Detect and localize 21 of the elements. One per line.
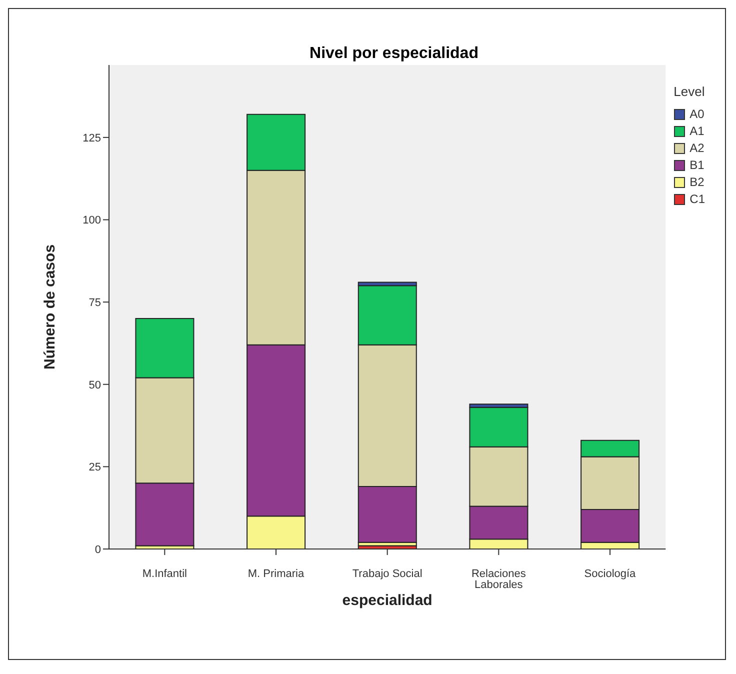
legend-label: A1 [690, 124, 704, 138]
y-axis-title: Número de casos [41, 244, 58, 370]
legend-label: C1 [690, 192, 705, 206]
x-tick-label: Relaciones Laborales [471, 568, 526, 591]
x-axis-title: especialidad [342, 592, 432, 609]
y-tick-label: 75 [88, 296, 101, 309]
y-tick-label: 100 [82, 214, 101, 227]
legend-label: A0 [690, 107, 704, 121]
x-tick-label: M.Infantil [142, 568, 187, 580]
y-tick-label: 25 [88, 462, 101, 474]
x-tick-label: Sociología [584, 568, 637, 580]
chart-title: Nivel por especialidad [308, 45, 480, 63]
legend-label: B1 [690, 158, 704, 172]
legend-label: A2 [690, 141, 704, 155]
y-tick-label: 50 [88, 379, 101, 392]
y-tick-label: 125 [82, 132, 101, 144]
x-tick-label: Trabajo Social [352, 568, 422, 580]
legend-title: Level [674, 84, 705, 99]
x-tick-label: M. Primaria [248, 568, 305, 580]
legend-label: B2 [690, 175, 704, 189]
y-tick-label: 0 [94, 544, 101, 556]
